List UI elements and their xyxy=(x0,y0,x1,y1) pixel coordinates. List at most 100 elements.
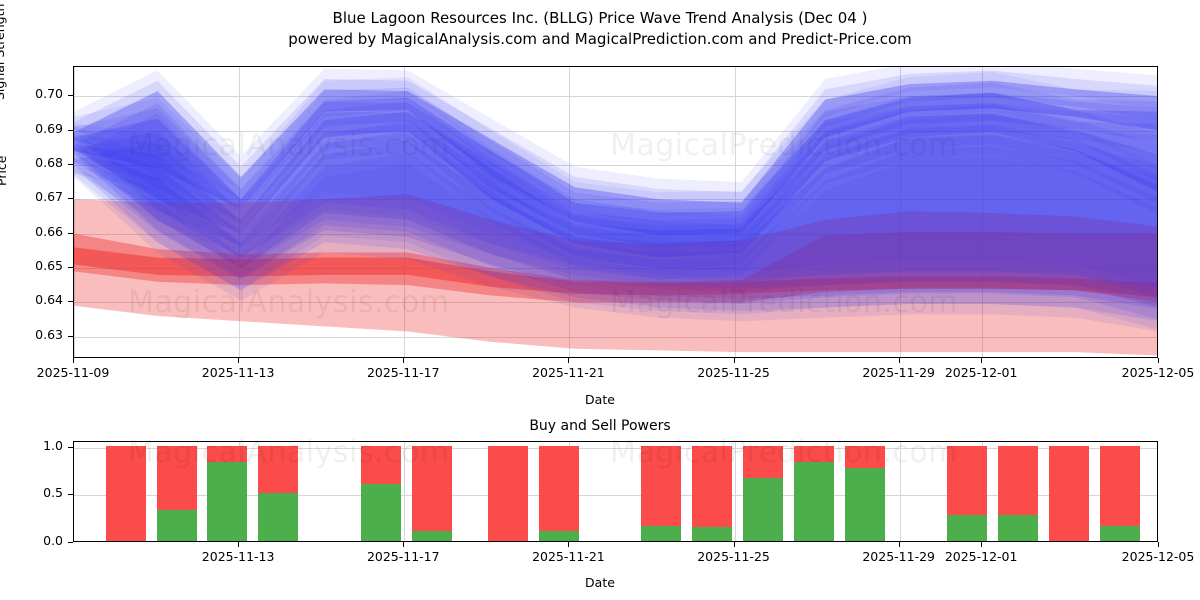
signal-bar[interactable] xyxy=(997,445,1038,541)
signal-bar[interactable] xyxy=(412,445,453,541)
gridline-h xyxy=(74,302,1157,304)
gridline-v xyxy=(734,67,736,357)
bar-segment-buy xyxy=(157,509,198,541)
signal-bar[interactable] xyxy=(488,445,528,541)
signal-bar[interactable] xyxy=(793,445,834,541)
x-tick-label: 2025-11-29 xyxy=(862,365,935,380)
bar-segment-sell xyxy=(361,445,402,484)
signal-chart-title: Buy and Sell Powers xyxy=(529,418,671,434)
price-band xyxy=(74,103,1157,258)
y-tick-label: 0.65 xyxy=(35,257,63,273)
price-band xyxy=(74,92,1157,248)
price-band xyxy=(74,82,1157,248)
signal-bar[interactable] xyxy=(691,445,732,541)
y-tick-mark xyxy=(68,95,73,97)
signal-bar[interactable] xyxy=(157,445,198,541)
x-tick-label: 2025-11-17 xyxy=(366,549,440,564)
y-tick-mark xyxy=(68,163,73,165)
price-band xyxy=(74,133,1157,309)
price-band xyxy=(74,101,1157,297)
price-y-axis-label: Price xyxy=(0,155,9,187)
y-tick-label: 0.67 xyxy=(35,189,63,205)
y-tick-label: 0.63 xyxy=(35,326,63,342)
bar-segment-buy xyxy=(538,530,579,541)
x-tick-mark xyxy=(733,542,735,547)
y-tick-mark xyxy=(68,198,73,200)
bar-segment-sell xyxy=(257,445,298,494)
signal-bar[interactable] xyxy=(1048,445,1089,541)
x-tick-mark xyxy=(981,542,983,547)
x-tick-label: 2025-12-05 xyxy=(1121,365,1195,380)
x-tick-label: 2025-11-21 xyxy=(532,549,605,564)
gridline-h xyxy=(74,199,1157,201)
y-tick-label: 0.64 xyxy=(35,292,63,308)
x-tick-mark xyxy=(981,358,983,363)
gridline-v xyxy=(74,67,75,357)
gridline-h xyxy=(74,447,1157,449)
x-tick-label: 2025-11-25 xyxy=(697,549,770,564)
bar-segment-buy xyxy=(946,515,987,541)
signal-bar[interactable] xyxy=(640,445,681,541)
bar-segment-buy xyxy=(412,530,453,541)
y-tick-label: 0.69 xyxy=(35,120,63,136)
x-tick-label: 2025-11-21 xyxy=(532,365,605,380)
x-tick-label: 2025-12-01 xyxy=(944,365,1018,380)
bar-segment-sell xyxy=(742,445,783,479)
price-band xyxy=(74,67,1157,215)
x-tick-mark xyxy=(238,542,240,547)
signal-chart-panel: 0.0 0.5 1.0 2025-11-13 2025-11-17 2025-11-21… xyxy=(43,438,1194,564)
bar-segment-sell xyxy=(640,445,681,526)
x-tick-mark xyxy=(403,358,405,363)
y-tick-mark xyxy=(68,542,73,543)
x-tick-mark xyxy=(568,542,570,547)
signal-bar[interactable] xyxy=(1099,445,1140,541)
bar-segment-sell xyxy=(538,445,579,531)
signal-bar[interactable] xyxy=(206,445,247,541)
signal-bar[interactable] xyxy=(106,445,147,541)
bar-segment-sell xyxy=(106,445,147,541)
x-tick-mark xyxy=(568,358,570,363)
x-tick-mark xyxy=(238,358,240,363)
signal-bar[interactable] xyxy=(361,445,402,541)
y-tick-mark xyxy=(68,266,73,268)
signal-bar[interactable] xyxy=(257,445,298,541)
x-tick-label: 2025-11-25 xyxy=(697,365,770,380)
x-tick-mark xyxy=(733,358,735,363)
gridline-h xyxy=(74,164,1157,166)
bar-segment-buy xyxy=(206,461,247,541)
price-band xyxy=(74,133,1157,330)
y-tick-label: 0.5 xyxy=(43,485,63,501)
bar-segment-sell xyxy=(157,445,198,510)
bar-segment-sell xyxy=(793,445,834,462)
x-tick-mark xyxy=(1158,358,1159,363)
gridline-h xyxy=(74,233,1157,235)
price-band xyxy=(74,92,1157,258)
bar-segment-buy xyxy=(742,478,783,541)
signal-bar[interactable] xyxy=(538,445,579,541)
bar-segment-sell xyxy=(1099,445,1140,526)
y-tick-label: 0.68 xyxy=(35,154,63,170)
price-wave-bands xyxy=(74,67,1157,356)
bar-segment-buy xyxy=(1099,525,1140,541)
signal-y-axis-label: Signal Strength xyxy=(0,3,7,100)
price-band xyxy=(74,113,1157,289)
x-tick-label: 2025-11-13 xyxy=(201,549,275,564)
signal-bar[interactable] xyxy=(742,445,783,541)
gridline-v xyxy=(404,67,406,357)
x-tick-label: 2025-11-29 xyxy=(862,549,935,564)
y-tick-label: 0.70 xyxy=(35,86,63,102)
y-tick-mark xyxy=(68,129,73,131)
price-band xyxy=(74,146,1157,321)
price-band xyxy=(74,123,1157,319)
x-tick-label: 2025-12-05 xyxy=(1121,549,1195,564)
signal-plot-area xyxy=(73,441,1158,542)
gridline-v xyxy=(569,67,571,357)
y-tick-label: 0.66 xyxy=(35,223,63,239)
bar-segment-buy xyxy=(793,461,834,541)
gridline-v xyxy=(734,442,736,541)
gridline-v xyxy=(239,67,241,357)
signal-bar[interactable] xyxy=(946,445,987,541)
price-band xyxy=(74,91,1157,287)
signal-bar[interactable] xyxy=(844,445,885,541)
